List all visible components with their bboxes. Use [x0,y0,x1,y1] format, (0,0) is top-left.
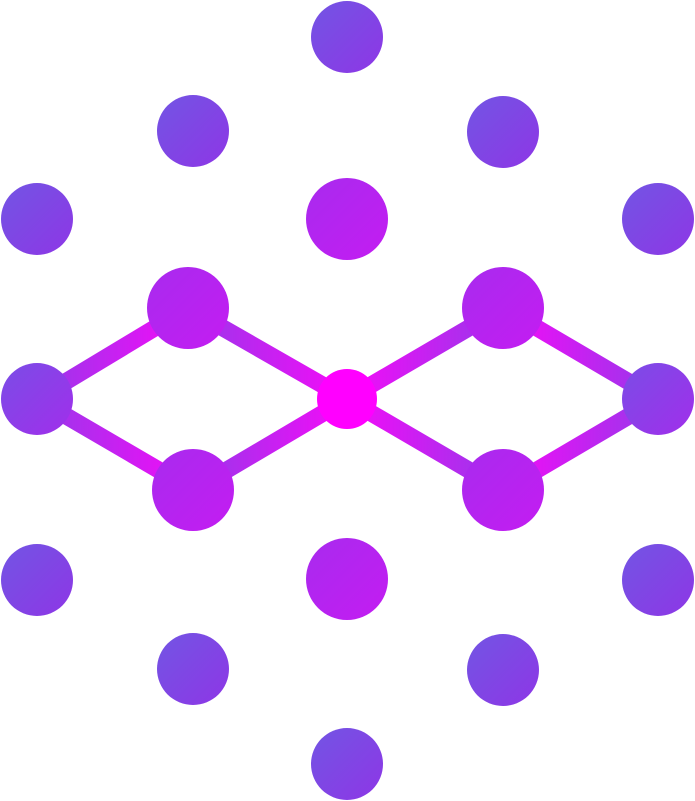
dot-left-lower [1,544,73,616]
dot-right-lower [622,544,694,616]
dot-center [317,369,377,429]
dot-lower-left [157,633,229,705]
dot-lower-right [467,634,539,706]
end-node-dots [1,363,694,435]
dot-upper-right [467,96,539,168]
dot-bottom [311,728,383,800]
inner-dots [147,178,544,620]
dot-center-upper [306,178,388,260]
dot-right-middle [622,363,694,435]
dot-node-left-bottom [152,449,234,531]
dot-top [311,1,383,73]
dot-upper-left [157,95,229,167]
dot-node-right-top [462,267,544,349]
dot-center-lower [306,538,388,620]
dot-node-left-top [147,267,229,349]
dot-left-upper [1,183,73,255]
dot-node-right-bottom [462,449,544,531]
dot-left-middle [1,363,73,435]
dot-right-upper [622,183,694,255]
